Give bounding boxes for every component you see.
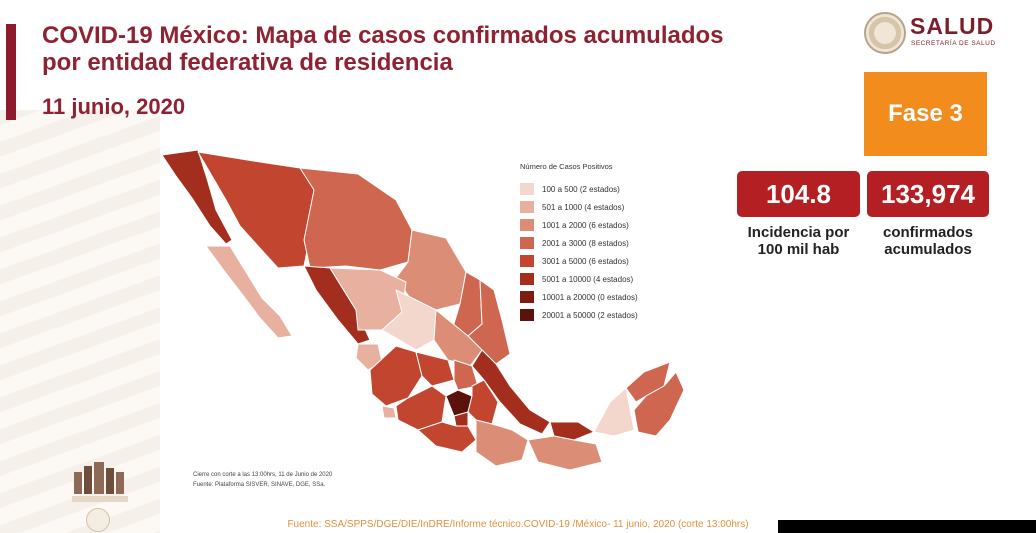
map-note: Cierre con corte a las 13:00hrs, 11 de J… — [193, 470, 332, 490]
report-date: 11 junio, 2020 — [42, 94, 186, 119]
incidence-value-box: 104.8 — [737, 171, 860, 217]
map-note-cutoff: Cierre con corte a las 13:00hrs, 11 de J… — [193, 472, 333, 478]
legend-swatch — [520, 309, 534, 321]
legend-swatch — [520, 291, 534, 303]
salud-logo: SALUD SECRETARÍA DE SALUD — [864, 12, 1024, 54]
seal-icon — [86, 508, 110, 532]
state-tabasco — [549, 421, 595, 441]
state-quintana-roo — [633, 371, 685, 437]
accent-bar — [6, 24, 16, 120]
state-chihuahua — [299, 167, 413, 271]
legend-label: 2001 a 3000 (8 estados) — [542, 238, 629, 248]
legend-swatch — [520, 201, 534, 213]
page-title-line2: por entidad federativa de residencia — [42, 49, 453, 76]
legend-item: 100 a 500 (2 estados) — [520, 180, 680, 198]
legend-item: 10001 a 20000 (0 estados) — [520, 288, 680, 306]
footer-source: Fuente: SSA/SPPS/DGE/DIE/InDRE/Informe t… — [287, 519, 749, 530]
eagle-seal-icon — [864, 12, 906, 54]
state-oaxaca — [475, 419, 529, 467]
state-baja-california — [161, 149, 233, 245]
legend-title: Número de Casos Positivos — [520, 162, 613, 171]
heroes-illustration-icon — [72, 462, 128, 502]
legend-label: 10001 a 20000 (0 estados) — [542, 292, 638, 302]
incidence-label: Incidencia por 100 mil hab — [737, 224, 860, 258]
legend-item: 20001 a 50000 (2 estados) — [520, 306, 680, 324]
phase-badge: Fase 3 — [864, 72, 987, 156]
legend-label: 3001 a 5000 (6 estados) — [542, 256, 629, 266]
legend-label: 501 a 1000 (4 estados) — [542, 202, 625, 212]
mexico-map — [161, 149, 685, 470]
state-campeche — [593, 387, 635, 437]
confirmed-label: confirmados acumulados — [861, 224, 995, 258]
legend-label: 20001 a 50000 (2 estados) — [542, 310, 638, 320]
legend-swatch — [520, 237, 534, 249]
legend-item: 5001 a 10000 (4 estados) — [520, 270, 680, 288]
legend-label: 5001 a 10000 (4 estados) — [542, 274, 634, 284]
legend-swatch — [520, 183, 534, 195]
map-legend: Número de Casos Positivos 100 a 500 (2 e… — [520, 162, 680, 324]
legend-label: 100 a 500 (2 estados) — [542, 184, 620, 194]
legend-item: 501 a 1000 (4 estados) — [520, 198, 680, 216]
legend-item: 3001 a 5000 (6 estados) — [520, 252, 680, 270]
screen-edge — [778, 520, 1036, 533]
confirmed-value-box: 133,974 — [867, 171, 989, 217]
state-veracruz — [471, 349, 551, 435]
legend-swatch — [520, 255, 534, 267]
incidence-label-line1: Incidencia por — [747, 224, 850, 241]
legend-item: 1001 a 2000 (6 estados) — [520, 216, 680, 234]
legend-swatch — [520, 219, 534, 231]
state-hidalgo — [453, 359, 479, 391]
title-block: COVID-19 México: Mapa de casos confirmad… — [42, 22, 802, 76]
state-jalisco — [369, 345, 423, 407]
page-title-line1: COVID-19 México: Mapa de casos confirmad… — [42, 22, 724, 49]
logo-name: SALUD — [910, 13, 995, 39]
map-note-source: Fuente: Plataforma SISVER, SINAVE, DGE, … — [193, 482, 326, 488]
state-colima — [381, 405, 397, 419]
state-sonora — [197, 151, 315, 269]
legend-swatch — [520, 273, 534, 285]
state-michoacan — [395, 385, 447, 431]
logo-subtitle: SECRETARÍA DE SALUD — [911, 40, 996, 47]
legend-label: 1001 a 2000 (6 estados) — [542, 220, 629, 230]
state-baja-california-sur — [205, 245, 293, 339]
state-chiapas — [527, 435, 603, 470]
state-guanajuato — [415, 351, 455, 387]
confirmed-label-line1: confirmados — [882, 224, 973, 241]
background-watermark — [0, 110, 160, 533]
legend-item: 2001 a 3000 (8 estados) — [520, 234, 680, 252]
incidence-label-line2: 100 mil hab — [757, 241, 840, 258]
confirmed-label-line2: acumulados — [884, 241, 972, 258]
state-guerrero — [417, 421, 477, 453]
